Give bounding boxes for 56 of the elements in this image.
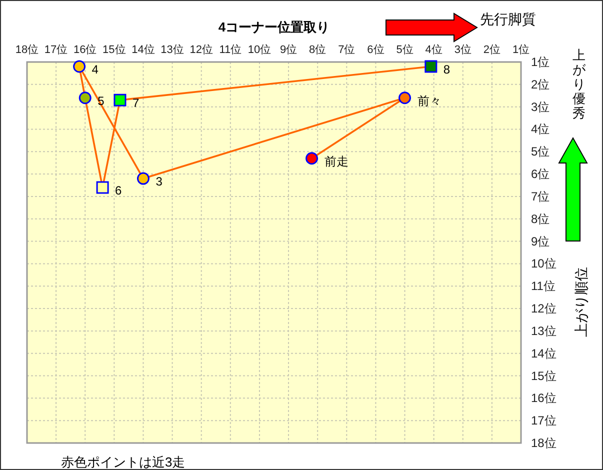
y-tick-label: 9位	[531, 234, 550, 248]
text: 上がり優秀	[572, 48, 586, 120]
y-tick-label: 7位	[531, 189, 550, 204]
x-axis-title: 4コーナー位置取り	[218, 20, 330, 34]
y-tick-label: 6位	[531, 167, 550, 182]
annotation: 3	[156, 174, 163, 189]
y-tick-label: 3位	[531, 100, 550, 114]
x-tick-label: 5位	[396, 44, 414, 56]
y-tick-label: 4位	[531, 122, 550, 136]
x-tick-label: 11位	[219, 44, 242, 56]
point	[136, 172, 150, 185]
point	[73, 60, 86, 73]
x-tick-label: 17位	[44, 44, 68, 56]
text: 赤色ポイントは近3走	[61, 454, 186, 470]
annotation: 前々	[417, 94, 442, 108]
y-tick-label: 15位	[531, 368, 556, 383]
y-tick-label: 11位	[531, 279, 556, 294]
x-tick-label: 15位	[102, 44, 126, 56]
x-tick-label: 12位	[190, 44, 213, 56]
x-tick-label: 1位	[512, 44, 530, 56]
x-tick-label: 18位	[15, 44, 39, 56]
x-tick-label: 14位	[132, 44, 155, 56]
point	[306, 152, 318, 165]
y-tick-label: 12位	[531, 302, 556, 316]
point	[398, 92, 412, 104]
x-tick-label: 13位	[160, 44, 184, 56]
y-tick-label: 16位	[531, 391, 556, 406]
annotation: 前走	[324, 154, 348, 168]
x-tick-label: 2位	[483, 44, 501, 56]
x-tick-label: 6位	[367, 44, 384, 56]
annotation: 4	[92, 62, 99, 76]
x-tick-label: 3位	[454, 44, 472, 56]
annotation: 8	[443, 62, 450, 76]
x-tick-label: 4位	[425, 44, 442, 56]
y-tick-label: 17位	[531, 414, 556, 428]
y-tick-label: 10位	[531, 256, 556, 271]
annotation: 6	[115, 184, 122, 198]
y-tick-label: 13位	[531, 324, 556, 338]
x-tick-label: 7位	[338, 44, 356, 56]
y-tick-label: 8位	[531, 212, 550, 226]
x-tick-label: 8位	[309, 44, 326, 56]
x-tick-label: 9位	[280, 44, 298, 56]
annotation: 7	[132, 96, 140, 110]
x-tick-label: 10位	[248, 44, 272, 56]
y-tick-label: 14位	[531, 346, 556, 360]
y-axis-title: 上がり順位	[573, 267, 589, 337]
x-tick-label: 16位	[73, 44, 97, 56]
y-tick-label: 1位	[531, 55, 550, 69]
point	[424, 60, 438, 73]
y-tick-label: 18位	[531, 436, 556, 450]
point	[78, 92, 92, 104]
y-tick-label: 5位	[531, 144, 550, 159]
text: 先行脚質	[480, 11, 536, 27]
y-tick-label: 2位	[531, 77, 550, 92]
point	[96, 181, 109, 194]
point	[114, 94, 126, 106]
